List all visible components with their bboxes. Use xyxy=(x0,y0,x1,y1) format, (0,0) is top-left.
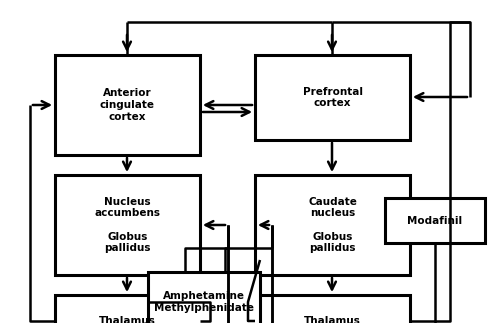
Bar xyxy=(55,175,200,275)
Bar xyxy=(385,198,485,243)
Bar xyxy=(55,295,200,323)
Text: Caudate
nucleus

Globus
pallidus: Caudate nucleus Globus pallidus xyxy=(308,197,357,253)
Bar xyxy=(148,272,260,323)
Bar xyxy=(255,55,410,140)
Text: Modafinil: Modafinil xyxy=(408,215,463,225)
Text: Amphetamine
Methylphenidate: Amphetamine Methylphenidate xyxy=(154,291,254,313)
Text: Anterior
cingulate
cortex: Anterior cingulate cortex xyxy=(100,89,155,121)
Text: Thalamus: Thalamus xyxy=(99,316,156,323)
Bar xyxy=(255,295,410,323)
Text: Nucleus
accumbens

Globus
pallidus: Nucleus accumbens Globus pallidus xyxy=(94,197,160,253)
Text: Prefrontal
cortex: Prefrontal cortex xyxy=(302,87,362,108)
Text: Thalamus: Thalamus xyxy=(304,316,361,323)
Bar xyxy=(55,55,200,155)
Bar xyxy=(255,175,410,275)
